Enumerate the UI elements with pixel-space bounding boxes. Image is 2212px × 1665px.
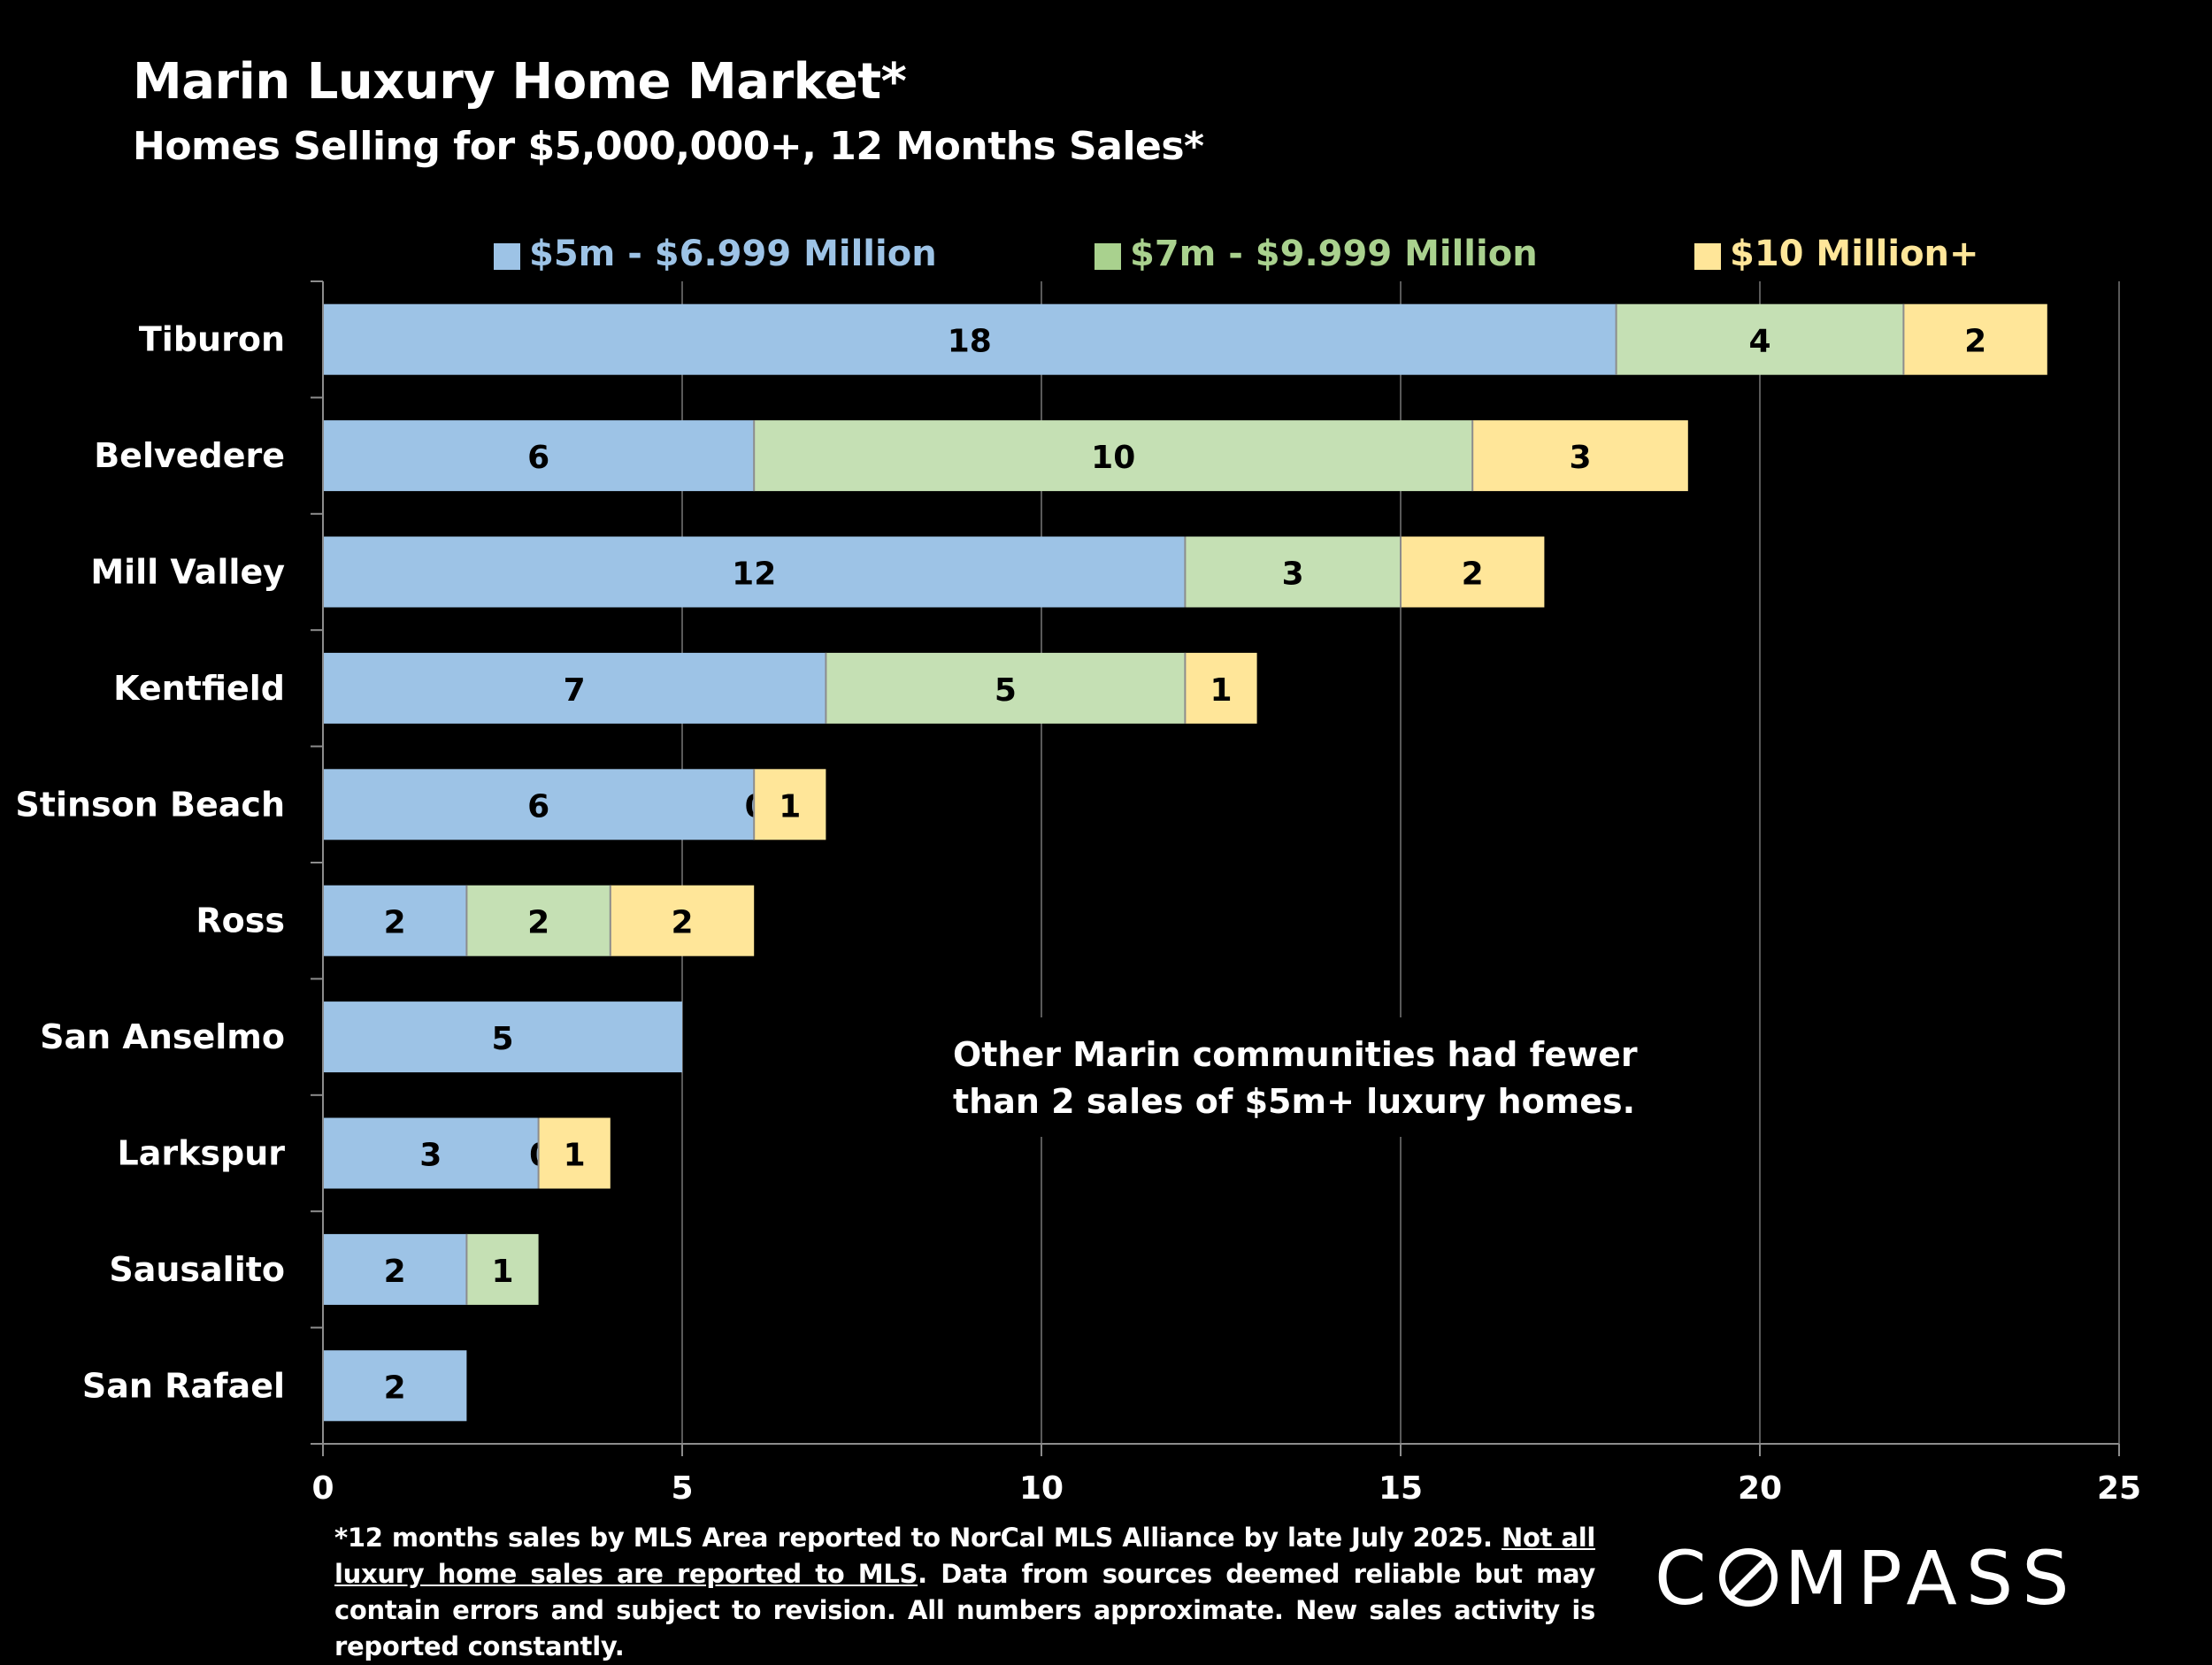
bar-segment-0: [323, 303, 1617, 375]
category-label: Sausalito: [109, 1250, 285, 1289]
bar-segment-1: [1616, 303, 1904, 375]
data-label: 10: [1091, 440, 1135, 476]
data-label: 2: [384, 905, 406, 941]
bar-segment-0: [323, 652, 826, 724]
data-label: 18: [948, 324, 992, 360]
category-label: Belvedere: [94, 436, 285, 475]
data-label: 2: [671, 905, 693, 941]
data-label: 5: [995, 672, 1017, 709]
bar-segment-2: [1472, 420, 1688, 492]
x-tick-label: 15: [1379, 1470, 1423, 1507]
bar-segment-0: [323, 1350, 467, 1422]
category-label: Stinson Beach: [15, 785, 285, 824]
category-label: Larkspur: [118, 1134, 286, 1173]
bar-segment-0: [323, 536, 1186, 608]
bar-segment-2: [538, 1117, 611, 1189]
bar-segment-0: [323, 885, 467, 956]
bar-segment-2: [610, 885, 755, 956]
bar-segment-0: [323, 420, 755, 492]
legend-label: $7m - $9.999 Million: [1130, 234, 1538, 274]
legend-swatch: [494, 243, 520, 270]
data-label: 1: [779, 788, 801, 825]
data-label: 12: [732, 556, 776, 593]
category-label: San Rafael: [82, 1366, 285, 1405]
footnote-underlined-text: Not all luxury home sales are reported t…: [334, 1523, 1595, 1589]
footnote: *12 months sales by MLS Area reported to…: [334, 1520, 1595, 1665]
annotation-line-2: than 2 sales of $5m+ luxury homes.: [953, 1082, 1635, 1121]
legend-swatch: [1694, 243, 1721, 270]
data-label: 3: [1569, 440, 1591, 476]
compass-logo: C MPASS: [1655, 1535, 2078, 1622]
data-label: 2: [384, 1254, 406, 1290]
x-tick-label: 0: [311, 1470, 334, 1507]
category-label: Tiburon: [139, 320, 285, 359]
footnote-text-continued: . Data from sources deemed reliable but …: [334, 1559, 1595, 1661]
data-label: 6: [527, 788, 549, 825]
data-label: 3: [1282, 556, 1304, 593]
x-tick-label: 10: [1019, 1470, 1064, 1507]
bar-segment-0: [323, 1117, 539, 1189]
category-label: San Anselmo: [40, 1017, 285, 1056]
x-tick-label: 20: [1738, 1470, 1782, 1507]
bar-segment-0: [323, 769, 755, 840]
chart-subtitle: Homes Selling for $5,000,000+, 12 Months…: [133, 124, 1204, 169]
annotation-box: [933, 1017, 1606, 1137]
data-label: 2: [384, 1370, 406, 1406]
category-label: Kentfield: [113, 669, 285, 708]
logo-letters-mpass: MPASS: [1784, 1535, 2078, 1622]
chart-title: Marin Luxury Home Market*: [133, 53, 907, 111]
bar-segment-1: [466, 1233, 539, 1305]
category-label: Ross: [196, 902, 285, 940]
data-label: 2: [527, 905, 549, 941]
bar-segment-0: [323, 1233, 467, 1305]
bar-segment-1: [826, 652, 1186, 724]
data-label: 1: [491, 1254, 513, 1290]
bar-segment-2: [1185, 652, 1257, 724]
data-label: 2: [1462, 556, 1484, 593]
data-label: 7: [564, 672, 586, 709]
legend-label: $10 Million+: [1730, 234, 1979, 274]
annotation-line-1: Other Marin communities had fewer: [953, 1035, 1638, 1074]
data-label: 1: [1210, 672, 1232, 709]
bar-segment-2: [1401, 536, 1545, 608]
bar-segment-1: [1185, 536, 1401, 608]
logo-compass-o-icon: [1718, 1548, 1778, 1607]
legend-swatch: [1094, 243, 1121, 270]
x-tick-label: 25: [2097, 1470, 2141, 1507]
data-label: 4: [1748, 324, 1770, 360]
bar-segment-2: [754, 769, 826, 840]
data-label: 1: [564, 1138, 586, 1174]
legend-label: $5m - $6.999 Million: [529, 234, 937, 274]
bar-segment-1: [754, 420, 1473, 492]
logo-letter-c: C: [1655, 1535, 1716, 1622]
data-label: 2: [1964, 324, 1986, 360]
data-label: 6: [527, 440, 549, 476]
bar-segment-1: [466, 885, 611, 956]
bar-segment-0: [323, 1001, 682, 1073]
footnote-text: *12 months sales by MLS Area reported to…: [334, 1523, 1502, 1553]
category-label: Mill Valley: [90, 553, 285, 592]
x-tick-label: 5: [671, 1470, 693, 1507]
data-label: 3: [419, 1138, 442, 1174]
data-label: 5: [491, 1021, 513, 1057]
bar-segment-2: [1903, 303, 2047, 375]
